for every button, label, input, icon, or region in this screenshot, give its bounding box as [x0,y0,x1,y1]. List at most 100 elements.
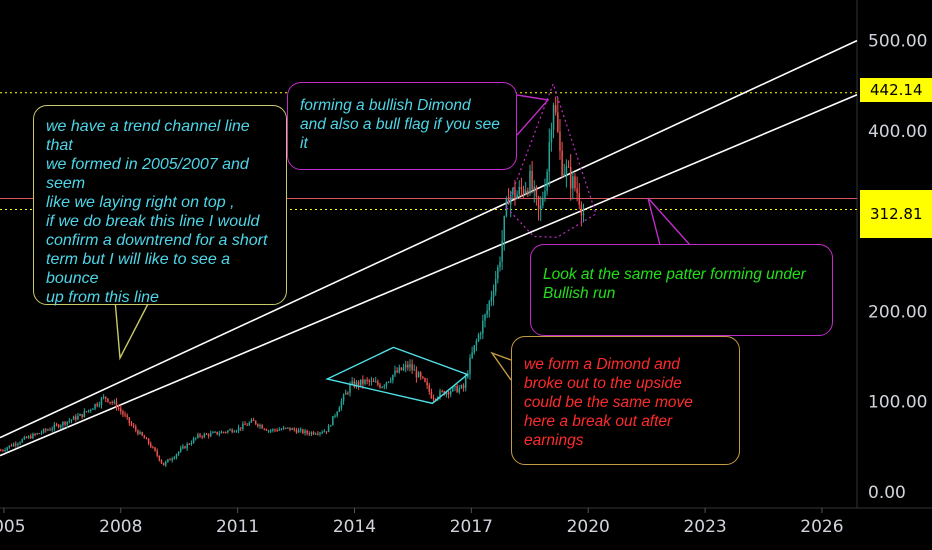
candle-body [518,186,521,195]
candle-body [572,176,574,189]
candle-body [302,429,304,434]
candle-body [349,384,351,393]
candle-body [387,381,390,383]
candle-body [17,443,19,446]
candle-body [475,340,478,346]
candle-body [42,429,45,433]
candle-body [111,402,113,404]
candle-body [259,425,261,427]
candle-body [415,369,418,378]
candle-body [145,438,148,440]
candle-body [94,404,96,409]
candle-body [295,430,298,433]
high-price-label: 442.14 [860,78,932,102]
candle-body [209,433,212,436]
candle-body [557,112,559,132]
candle-body [96,404,98,406]
candle-body [90,409,92,411]
candle-body [135,426,137,431]
price-tick-label: 100.00 [868,393,927,413]
candle-body [224,432,227,434]
candle-body [516,194,518,199]
candle-body [267,430,270,432]
candle-body [402,367,405,370]
candle-body [19,442,21,444]
candle-body [77,415,79,420]
candle-body [537,196,540,210]
candle-body [419,372,422,377]
candle-body [430,391,433,399]
candle-body [522,189,525,194]
candle-body [212,432,214,434]
candle-body [396,370,398,373]
candle-body [222,431,225,433]
time-tick-label: 2017 [450,517,493,537]
candle-body [559,131,561,151]
candle-body [0,450,2,452]
candle-body [321,432,323,434]
candle-body [184,446,186,449]
candle-body [578,193,581,205]
candle-body [512,188,514,195]
candle-body [552,105,555,130]
candle-body [580,204,583,216]
candle-body [126,415,128,418]
candle-body [289,427,291,430]
candle-body [582,213,585,216]
candle-body [377,381,379,385]
candle-body [188,443,191,445]
candle-body [383,385,386,387]
candle-body [128,417,131,423]
candle-body [27,436,30,438]
candle-body [310,432,313,435]
note-diamond-breakout-pointer [490,351,512,381]
candle-body [192,438,195,443]
candle-body [422,376,424,379]
candle-body [409,364,411,368]
candle-body [235,430,238,432]
candle-body [70,419,73,421]
candle-body [30,436,32,439]
candle-body [524,190,527,194]
note-trend-channel: we have a trend channel line that we for… [33,105,287,306]
candle-body [359,379,362,386]
candle-body [165,461,167,466]
candle-body [317,433,319,435]
candle-body [490,296,493,302]
candle-body [87,409,90,412]
candle-body [92,408,94,410]
candle-body [520,186,523,190]
candle-body [479,333,482,335]
candle-body [113,401,116,403]
candle-body [233,431,236,433]
diamond-pattern-second [505,82,597,238]
candle-body [325,431,328,433]
candle-body [100,398,103,405]
candle-body [85,411,88,413]
candle-body [546,171,548,191]
candle-body [102,396,105,399]
candle-body [53,424,56,429]
candle-body [47,429,49,431]
candle-body [344,392,347,395]
candle-body [162,462,165,466]
candle-body [308,433,311,435]
candle-body [426,381,428,386]
candle-body [329,425,332,427]
candle-body [314,433,317,435]
candle-body [66,421,68,425]
candle-body [205,433,208,435]
candle-body [81,414,83,418]
candle-body [336,411,338,416]
candle-body [207,434,210,436]
candle-body [542,198,544,206]
candle-body [152,447,154,449]
candle-body [186,443,188,449]
note-same-pattern-pointer [647,197,691,246]
candle-body [327,425,330,433]
candle-body [124,414,126,416]
candle-body [79,414,81,416]
candle-body [447,392,450,395]
candle-body [21,439,23,443]
